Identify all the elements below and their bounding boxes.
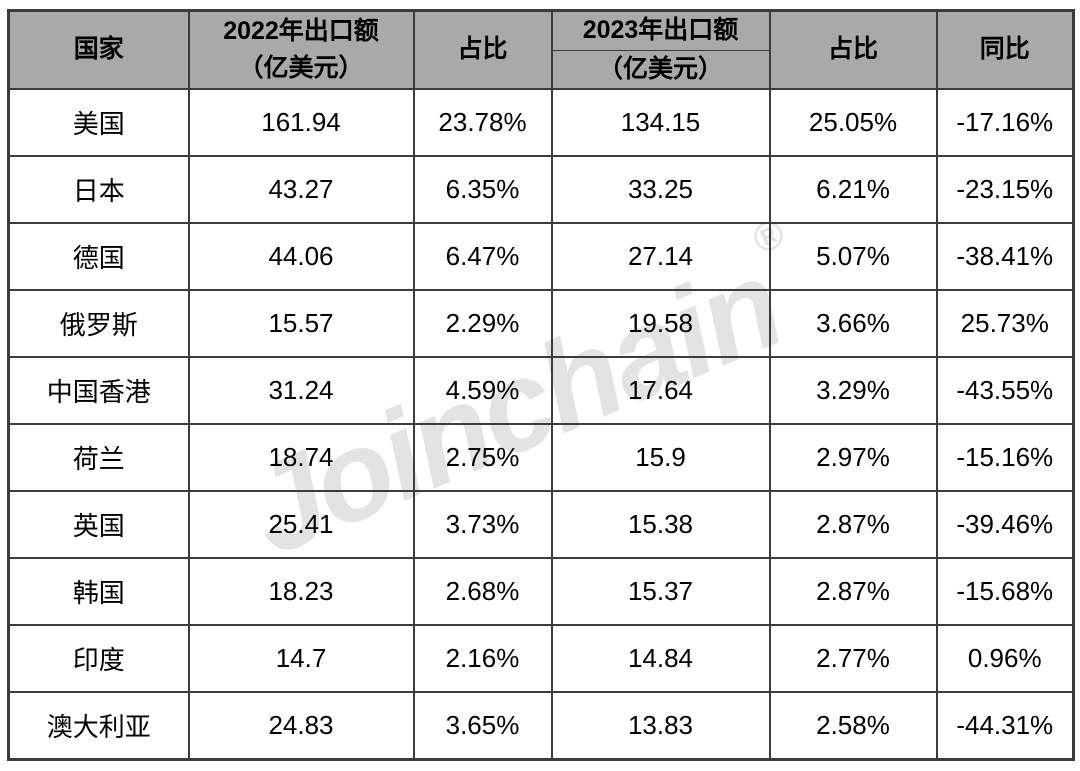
table-row: 澳大利亚 24.83 3.65% 13.83 2.58% -44.31% bbox=[7, 691, 1075, 760]
export-2022-cell: 25.41 bbox=[187, 490, 415, 559]
table-row: 日本 43.27 6.35% 33.25 6.21% -23.15% bbox=[7, 155, 1075, 224]
country-cell: 荷兰 bbox=[7, 423, 190, 492]
share-2023-cell: 2.58% bbox=[768, 691, 938, 760]
share-2022-cell: 3.73% bbox=[412, 490, 553, 559]
header-export-2022-line1: 2022年出口额 bbox=[223, 16, 379, 45]
export-2022-cell: 15.57 bbox=[187, 289, 415, 358]
export-2022-cell: 24.83 bbox=[187, 691, 415, 760]
share-2023-cell: 2.97% bbox=[768, 423, 938, 492]
export-2022-cell: 31.24 bbox=[187, 356, 415, 425]
table-row: 英国 25.41 3.73% 15.38 2.87% -39.46% bbox=[7, 490, 1075, 559]
share-2023-cell: 3.29% bbox=[768, 356, 938, 425]
table-row: 德国 44.06 6.47% 27.14 5.07% -38.41% bbox=[7, 222, 1075, 291]
export-2023-cell: 134.15 bbox=[550, 88, 771, 157]
country-cell: 印度 bbox=[7, 624, 190, 693]
yoy-cell: 0.96% bbox=[935, 624, 1075, 693]
header-export-2023-line2: （亿美元） bbox=[550, 49, 771, 90]
export-2023-cell: 19.58 bbox=[550, 289, 771, 358]
header-row-2: （亿美元） bbox=[9, 49, 1074, 90]
export-2023-cell: 15.37 bbox=[550, 557, 771, 626]
share-2022-cell: 2.68% bbox=[412, 557, 553, 626]
export-2022-cell: 44.06 bbox=[187, 222, 415, 291]
export-2022-cell: 43.27 bbox=[187, 155, 415, 224]
yoy-cell: -38.41% bbox=[935, 222, 1075, 291]
header-export-2023-line1: 2023年出口额 bbox=[550, 9, 771, 51]
table-row: 俄罗斯 15.57 2.29% 19.58 3.66% 25.73% bbox=[7, 289, 1075, 358]
export-2023-cell: 17.64 bbox=[550, 356, 771, 425]
export-2022-cell: 161.94 bbox=[187, 88, 415, 157]
yoy-cell: -44.31% bbox=[935, 691, 1075, 760]
export-2023-cell: 27.14 bbox=[550, 222, 771, 291]
share-2023-cell: 3.66% bbox=[768, 289, 938, 358]
header-share-2023: 占比 bbox=[768, 9, 938, 90]
country-cell: 英国 bbox=[7, 490, 190, 559]
share-2022-cell: 4.59% bbox=[412, 356, 553, 425]
table-row: 荷兰 18.74 2.75% 15.9 2.97% -15.16% bbox=[7, 423, 1075, 492]
share-2023-cell: 25.05% bbox=[768, 88, 938, 157]
header-yoy: 同比 bbox=[935, 9, 1075, 90]
export-table: 国家 2022年出口额 （亿美元） 占比 2023年出口额 占比 同比 （亿美元… bbox=[7, 9, 1075, 761]
share-2023-cell: 2.87% bbox=[768, 490, 938, 559]
country-cell: 德国 bbox=[7, 222, 190, 291]
share-2023-cell: 2.87% bbox=[768, 557, 938, 626]
yoy-cell: -15.68% bbox=[935, 557, 1075, 626]
country-cell: 美国 bbox=[7, 88, 190, 157]
header-row-1: 国家 2022年出口额 （亿美元） 占比 2023年出口额 占比 同比 bbox=[7, 9, 1075, 90]
table-row: 中国香港 31.24 4.59% 17.64 3.29% -43.55% bbox=[7, 356, 1075, 425]
country-cell: 澳大利亚 bbox=[7, 691, 190, 760]
yoy-cell: -17.16% bbox=[935, 88, 1075, 157]
table-body: 美国 161.94 23.78% 134.15 25.05% -17.16% 日… bbox=[7, 88, 1075, 760]
share-2022-cell: 6.35% bbox=[412, 155, 553, 224]
share-2022-cell: 2.29% bbox=[412, 289, 553, 358]
share-2022-cell: 3.65% bbox=[412, 691, 553, 760]
table-row: 美国 161.94 23.78% 134.15 25.05% -17.16% bbox=[7, 88, 1075, 157]
country-cell: 俄罗斯 bbox=[7, 289, 190, 358]
share-2022-cell: 23.78% bbox=[412, 88, 553, 157]
share-2022-cell: 6.47% bbox=[412, 222, 553, 291]
header-export-2022-line2: （亿美元） bbox=[238, 54, 364, 82]
table-row: 韩国 18.23 2.68% 15.37 2.87% -15.68% bbox=[7, 557, 1075, 626]
country-cell: 中国香港 bbox=[7, 356, 190, 425]
export-2023-cell: 15.38 bbox=[550, 490, 771, 559]
export-2022-cell: 14.7 bbox=[187, 624, 415, 693]
yoy-cell: -15.16% bbox=[935, 423, 1075, 492]
export-2023-cell: 14.84 bbox=[550, 624, 771, 693]
share-2022-cell: 2.75% bbox=[412, 423, 553, 492]
export-2023-cell: 13.83 bbox=[550, 691, 771, 760]
export-2022-cell: 18.23 bbox=[187, 557, 415, 626]
export-2022-cell: 18.74 bbox=[187, 423, 415, 492]
share-2022-cell: 2.16% bbox=[412, 624, 553, 693]
header-country: 国家 bbox=[7, 9, 190, 90]
header-share-2022: 占比 bbox=[412, 9, 553, 90]
share-2023-cell: 2.77% bbox=[768, 624, 938, 693]
country-cell: 日本 bbox=[7, 155, 190, 224]
yoy-cell: -43.55% bbox=[935, 356, 1075, 425]
share-2023-cell: 6.21% bbox=[768, 155, 938, 224]
yoy-cell: -39.46% bbox=[935, 490, 1075, 559]
header-export-2022: 2022年出口额 （亿美元） bbox=[187, 9, 415, 90]
table-header: 国家 2022年出口额 （亿美元） 占比 2023年出口额 占比 同比 （亿美元… bbox=[7, 9, 1075, 90]
country-cell: 韩国 bbox=[7, 557, 190, 626]
table-row: 印度 14.7 2.16% 14.84 2.77% 0.96% bbox=[7, 624, 1075, 693]
export-2023-cell: 33.25 bbox=[550, 155, 771, 224]
yoy-cell: 25.73% bbox=[935, 289, 1075, 358]
yoy-cell: -23.15% bbox=[935, 155, 1075, 224]
export-2023-cell: 15.9 bbox=[550, 423, 771, 492]
share-2023-cell: 5.07% bbox=[768, 222, 938, 291]
